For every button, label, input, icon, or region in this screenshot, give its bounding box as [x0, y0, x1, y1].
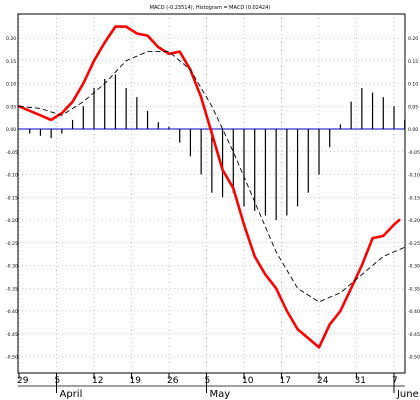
x-tick-label: 24: [317, 376, 329, 386]
y-tick-label-right: -0.40: [408, 309, 420, 315]
y-tick-label-left: -0.35: [6, 286, 18, 292]
month-label: June: [396, 389, 419, 400]
x-tick-label: 29: [17, 376, 29, 386]
x-tick-label: 17: [279, 376, 290, 386]
y-tick-label-right: -0.05: [408, 150, 420, 156]
y-tick-label-right: -0.25: [408, 241, 420, 247]
y-tick-label-right: -0.50: [408, 355, 420, 361]
y-tick-label-right: -0.45: [408, 332, 420, 338]
y-tick-label-left: -0.05: [6, 150, 18, 156]
y-tick-label-right: 0.15: [408, 59, 418, 65]
y-tick-label-left: -0.10: [6, 173, 18, 179]
signal-line: [18, 51, 405, 303]
y-tick-label-left: 0.15: [6, 59, 16, 65]
y-tick-label-right: 0.10: [408, 82, 418, 88]
y-tick-label-left: -0.45: [6, 332, 18, 338]
y-tick-label-right: 0.00: [408, 127, 418, 133]
x-tick-label: 5: [204, 376, 210, 386]
y-tick-label-left: 0.05: [6, 104, 16, 110]
y-tick-label-left: -0.40: [6, 309, 18, 315]
x-tick-label: 12: [92, 376, 103, 386]
y-tick-label-right: -0.15: [408, 195, 420, 201]
x-tick-label: 19: [129, 376, 141, 386]
y-tick-label-left: -0.30: [6, 264, 18, 270]
y-tick-label-left: -0.25: [6, 241, 18, 247]
axes: 0.20 0.20 0.15 0.15 0.10 0.10 0.05 0.05 0.00 0.00…: [6, 13, 420, 400]
histogram-bars: [29, 74, 406, 220]
x-tick-label: 10: [242, 376, 254, 386]
y-tick-label-right: -0.30: [408, 264, 420, 270]
y-tick-label-left: 0.10: [6, 82, 16, 88]
plot-frame: [17, 13, 406, 374]
macd-line: [17, 25, 401, 349]
x-tick-label: 31: [354, 376, 365, 386]
series-lines: [17, 25, 405, 349]
chart-title: MACD (-0.23514); Histogram = MACD (0.024…: [150, 5, 271, 11]
y-tick-label-left: 0.20: [6, 36, 16, 42]
month-label: May: [209, 389, 230, 400]
y-tick-label-right: 0.20: [408, 36, 418, 42]
y-tick-label-left: -0.50: [6, 355, 18, 361]
x-tick-label: 5: [54, 376, 60, 386]
y-tick-label-right: -0.10: [408, 173, 420, 179]
y-tick-label-left: 0.00: [6, 127, 16, 133]
y-tick-label-right: -0.20: [408, 218, 420, 224]
x-tick-label: 7: [392, 376, 398, 386]
y-tick-label-left: -0.20: [6, 218, 18, 224]
y-tick-label-right: 0.05: [408, 104, 418, 110]
x-tick-label: 26: [167, 376, 179, 386]
y-tick-label-left: -0.15: [6, 195, 18, 201]
month-label: April: [59, 389, 82, 400]
y-tick-label-right: -0.35: [408, 286, 420, 292]
